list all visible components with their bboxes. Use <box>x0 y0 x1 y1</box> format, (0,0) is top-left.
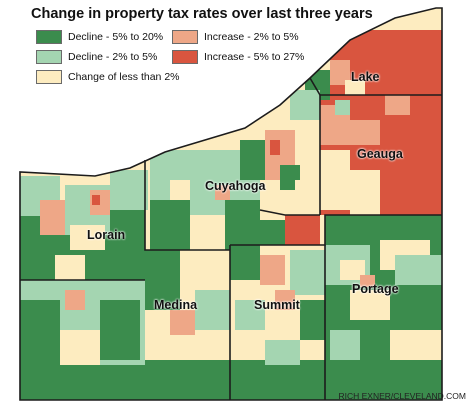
region-cuyahoga-tract <box>150 200 190 250</box>
legend-label: Decline - 5% to 20% <box>68 31 164 43</box>
region-cuyahoga-tract <box>225 200 260 250</box>
region-medina-tract <box>65 290 85 310</box>
county-label-portage: Portage <box>352 282 399 296</box>
region-cuyahoga-tract <box>215 185 230 200</box>
region-summit-tract <box>300 300 325 340</box>
region-medina-tract <box>145 250 180 310</box>
legend-label: Decline - 2% to 5% <box>68 51 158 63</box>
region-lake-tract <box>290 90 320 120</box>
region-cuyahoga-tract <box>295 180 320 215</box>
county-label-lorain: Lorain <box>87 228 126 242</box>
legend-label: Change of less than 2% <box>68 71 180 83</box>
region-cuyahoga-tract <box>285 215 320 245</box>
legend-item-no-change: Change of less than 2% <box>36 70 180 84</box>
region-cuyahoga-tract <box>190 215 225 250</box>
legend-swatch <box>36 30 62 44</box>
region-medina-tract <box>170 310 195 335</box>
region-geauga-tract <box>350 170 380 215</box>
region-summit-tract <box>260 255 285 285</box>
legend-swatch <box>172 50 198 64</box>
region-medina-tract <box>60 330 100 370</box>
region-outline <box>19 7 443 401</box>
county-boundaries <box>19 7 443 401</box>
lorain-cuyahoga-border <box>144 160 230 251</box>
region-portage-tract <box>395 255 442 285</box>
region-summit-tract <box>235 300 265 330</box>
cuyahoga-summit-border <box>230 214 442 246</box>
region-cuyahoga-tract <box>270 140 280 155</box>
lake-cuyahoga-border <box>309 77 321 96</box>
legend-swatch <box>172 30 198 44</box>
region-lorain-tract <box>40 200 65 235</box>
county-label-geauga: Geauga <box>357 147 403 161</box>
region-portage-tract <box>340 260 365 280</box>
region-summit-tract <box>265 340 300 365</box>
region-portage-tract <box>390 330 442 360</box>
region-portage-tract <box>360 275 375 287</box>
county-label-medina: Medina <box>154 298 198 312</box>
photo-credit: RICH EXNER/CLEVELAND.COM <box>338 391 466 401</box>
region-summit-tract <box>230 360 325 400</box>
region-lake-tract <box>330 60 350 85</box>
legend-label: Increase - 2% to 5% <box>204 31 299 43</box>
county-label-lake: Lake <box>351 70 380 84</box>
region-portage-tract <box>350 290 390 320</box>
region-medina-tract <box>100 300 140 360</box>
legend-item-increase-small: Increase - 2% to 5% <box>172 30 299 44</box>
county-label-summit: Summit <box>254 298 300 312</box>
region-lorain-tract <box>70 225 105 250</box>
region-geauga-tract <box>350 120 380 145</box>
region-cuyahoga-tract <box>240 140 265 180</box>
region-portage-tract <box>330 330 360 360</box>
legend-item-increase-large: Increase - 5% to 27% <box>172 50 304 64</box>
cuyahoga-east-border <box>259 209 320 216</box>
region-summit-tract <box>275 290 295 310</box>
region-cuyahoga-tract <box>170 180 190 200</box>
region-lorain-tract <box>55 255 85 280</box>
legend-swatch <box>36 50 62 64</box>
region-lake-tract <box>385 95 410 115</box>
region-lorain-tract <box>92 195 100 205</box>
region-lorain-tract <box>20 250 50 280</box>
legend-item-decline-small: Decline - 2% to 5% <box>36 50 157 64</box>
legend-swatch <box>36 70 62 84</box>
region-medina-tract <box>195 290 230 330</box>
region-geauga-tract <box>320 150 350 210</box>
region-geauga-tract <box>335 100 350 115</box>
legend-label: Increase - 5% to 27% <box>204 51 305 63</box>
legend-item-decline-large: Decline - 5% to 20% <box>36 30 163 44</box>
region-lorain-tract <box>110 170 148 210</box>
map-title: Change in property tax rates over last t… <box>31 6 373 22</box>
region-medina-tract <box>145 360 230 400</box>
region-summit-tract <box>230 245 260 280</box>
region-lake-tract <box>345 80 365 95</box>
county-label-cuyahoga: Cuyahoga <box>205 179 266 193</box>
region-summit-tract <box>290 250 325 295</box>
region-medina-tract <box>20 365 145 400</box>
